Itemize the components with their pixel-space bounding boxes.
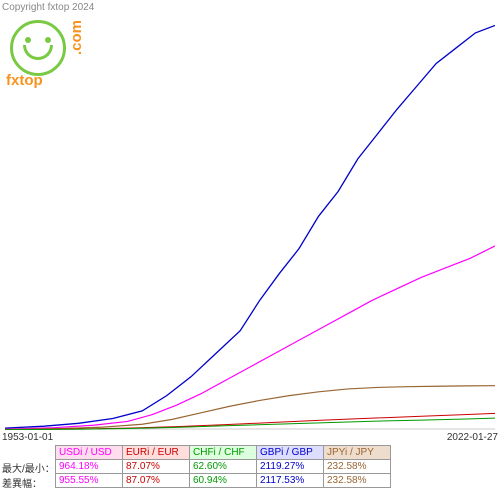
stat-cell: 955.55%	[56, 474, 123, 488]
x-axis-start: 1953-01-01	[2, 432, 53, 443]
row-label-maxmin: 最大/最小：	[2, 460, 55, 475]
stat-cell: 232.58%	[324, 460, 391, 474]
currency-chart	[5, 10, 495, 430]
stat-cell: 60.94%	[190, 474, 257, 488]
stat-cell: 964.18%	[56, 460, 123, 474]
stat-cell: 2119.27%	[257, 460, 324, 474]
stats-table: USDi / USDEURi / EURCHFi / CHFGBPi / GBP…	[55, 445, 391, 488]
stat-cell: 62.60%	[190, 460, 257, 474]
col-header: CHFi / CHF	[190, 446, 257, 460]
row-label-diff: 差異幅：	[2, 475, 42, 490]
stat-cell: 2117.53%	[257, 474, 324, 488]
stat-cell: 87.07%	[123, 460, 190, 474]
col-header: EURi / EUR	[123, 446, 190, 460]
stat-cell: 87.07%	[123, 474, 190, 488]
col-header: USDi / USD	[56, 446, 123, 460]
stat-cell: 232.58%	[324, 474, 391, 488]
col-header: GBPi / GBP	[257, 446, 324, 460]
col-header: JPYi / JPY	[324, 446, 391, 460]
x-axis-end: 2022-01-27	[447, 432, 498, 443]
